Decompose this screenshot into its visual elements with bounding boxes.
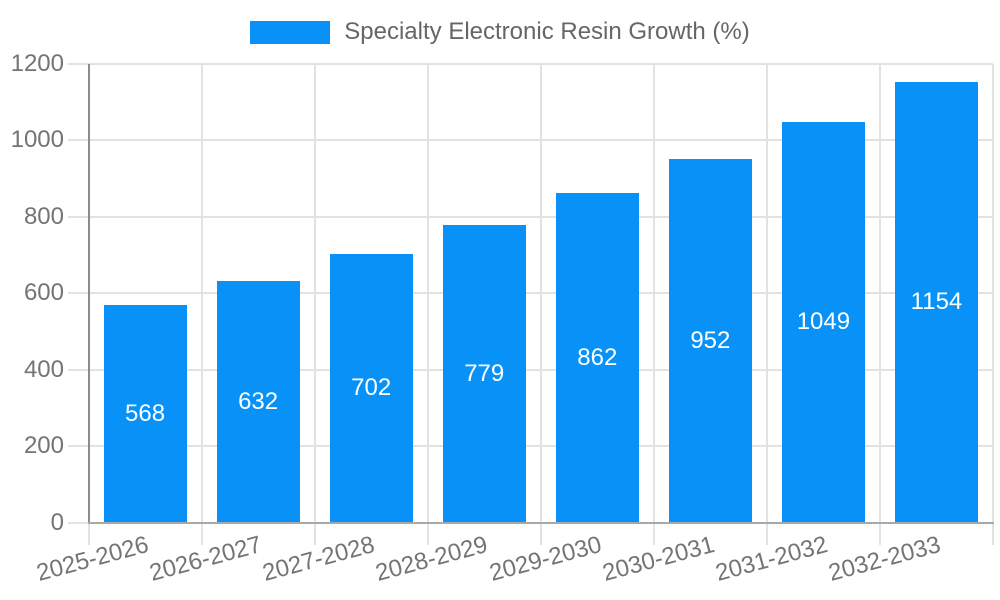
y-tick-label: 400 (23, 355, 64, 383)
gridline-v (652, 64, 655, 523)
y-tick-stub (68, 521, 89, 524)
x-tick (652, 523, 655, 545)
y-tick-label: 1000 (10, 126, 64, 154)
x-tick (87, 523, 90, 545)
x-tick (313, 523, 316, 545)
legend[interactable]: Specialty Electronic Resin Growth (%) (0, 18, 1000, 45)
x-tick (200, 523, 203, 545)
bar[interactable] (216, 281, 300, 523)
bar-value-label: 568 (125, 399, 166, 427)
x-category-label: 2032-2033 (825, 531, 944, 587)
gridline-v (878, 64, 881, 523)
bar[interactable] (555, 193, 639, 523)
y-axis-line (87, 64, 90, 523)
bar[interactable] (668, 158, 752, 523)
y-tick-label: 1200 (10, 50, 64, 77)
gridline-h (68, 63, 993, 65)
x-category-label: 2029-2030 (486, 531, 605, 587)
x-category-label: 2025-2026 (33, 531, 152, 587)
gridline-v (539, 64, 542, 523)
bar-value-label: 862 (577, 343, 618, 371)
bar-value-label: 632 (238, 387, 279, 415)
x-category-label: 2026-2027 (146, 531, 265, 587)
bar[interactable] (894, 81, 978, 523)
bar-value-label: 1154 (910, 288, 963, 316)
gridline-v (200, 64, 203, 523)
legend-label: Specialty Electronic Resin Growth (%) (344, 18, 750, 45)
x-category-label: 2030-2031 (599, 531, 718, 587)
y-tick-label: 200 (23, 432, 64, 460)
y-tick-label: 0 (50, 508, 64, 536)
gridline-v (426, 64, 429, 523)
gridline-v (765, 64, 768, 523)
x-tick (539, 523, 542, 545)
bar-value-label: 779 (464, 359, 505, 387)
y-tick-label: 600 (23, 279, 64, 307)
x-tick (426, 523, 429, 545)
y-tick-label: 800 (23, 202, 64, 230)
bar-value-label: 1049 (796, 308, 851, 336)
legend-swatch (250, 20, 331, 44)
gridline-v (992, 64, 994, 523)
bar[interactable] (442, 224, 526, 523)
x-tick (765, 523, 768, 545)
x-category-label: 2027-2028 (260, 531, 378, 587)
x-axis-line (87, 521, 994, 524)
bar[interactable] (329, 254, 413, 523)
x-tick (992, 523, 994, 545)
bar[interactable] (781, 121, 865, 523)
bar-value-label: 952 (690, 326, 731, 354)
x-category-label: 2028-2029 (373, 531, 491, 587)
x-tick (878, 523, 881, 545)
gridline-v (313, 64, 316, 523)
bar[interactable] (103, 305, 187, 523)
bar-value-label: 702 (351, 374, 392, 402)
x-category-label: 2031-2032 (712, 531, 831, 587)
